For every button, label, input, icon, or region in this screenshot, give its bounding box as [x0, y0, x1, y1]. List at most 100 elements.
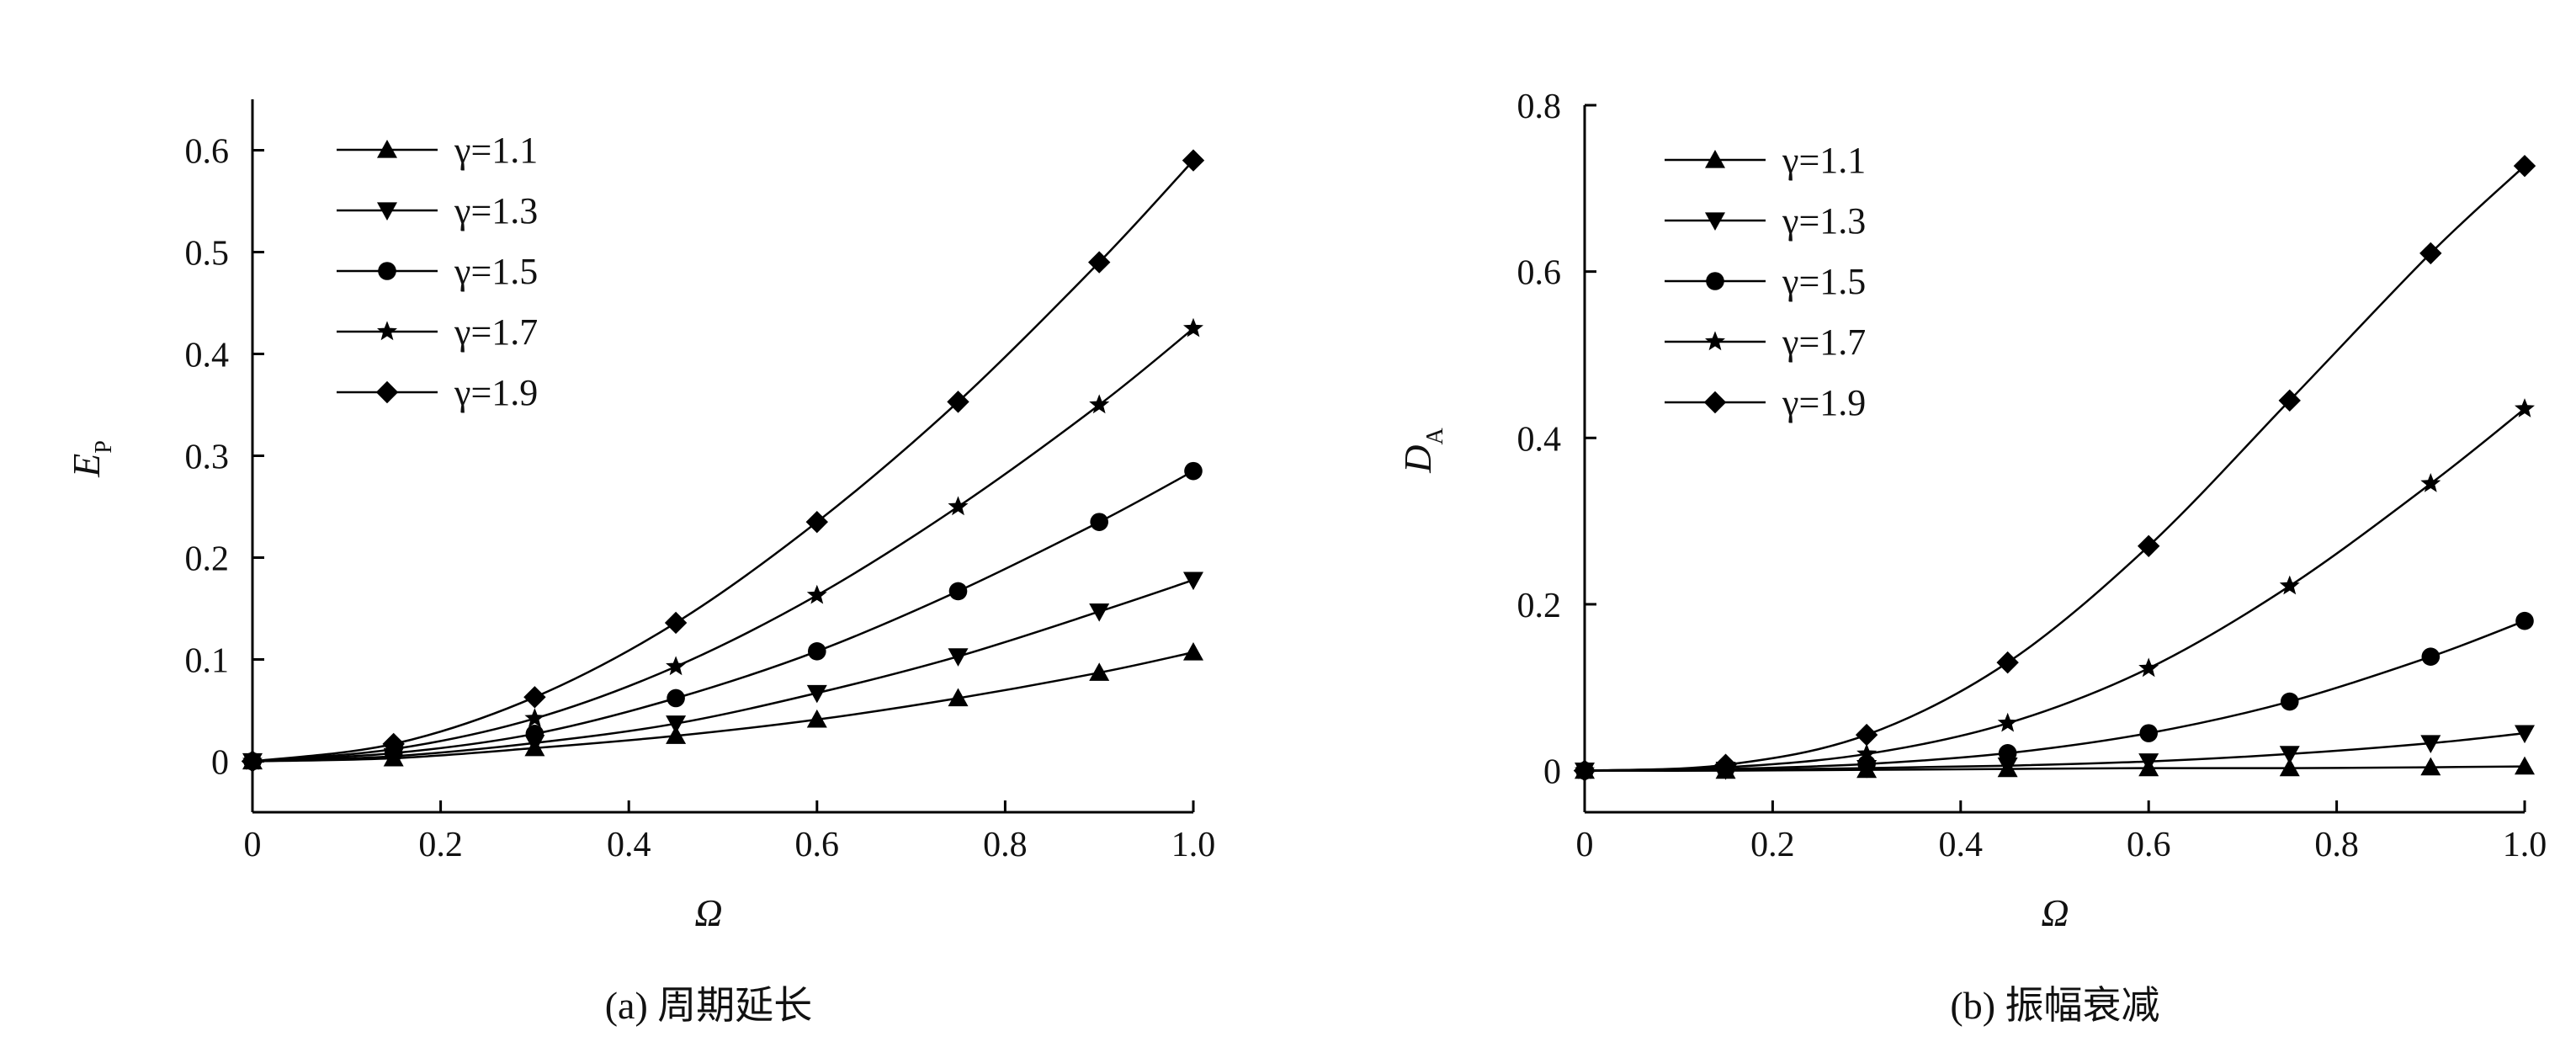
chart-b-series-3	[1575, 611, 2534, 780]
chart-a-data-point	[808, 642, 826, 661]
chart-b-series-line	[1584, 165, 2526, 772]
chart-a-x-tick-label: 0.6	[795, 826, 840, 864]
chart-a-legend-entry: γ=1.9	[337, 372, 538, 413]
chart-b-data-point	[2515, 725, 2535, 744]
chart-a-legend-marker	[378, 262, 396, 280]
chart-a-legend-marker	[377, 321, 397, 341]
chart-a-y-tick-label: 0.5	[185, 235, 230, 274]
chart-a-data-point	[666, 726, 687, 744]
chart-b-legend-entry: γ=1.9	[1665, 382, 1866, 423]
chart-b-data-point	[1855, 723, 1878, 747]
chart-a-x-tick-label: 0.4	[607, 826, 651, 864]
chart-a-series-5	[241, 149, 1205, 773]
chart-a-data-point	[1089, 603, 1110, 622]
chart-b-x-tick-label: 0.8	[2314, 826, 2359, 864]
chart-b-data-point	[1997, 712, 2018, 732]
chart-a-y-axis-label: EP	[65, 440, 117, 478]
chart-a-legend-label: γ=1.7	[454, 311, 538, 353]
chart-a-data-point	[1182, 149, 1205, 172]
chart-a-data-point	[667, 688, 685, 708]
chart-b-legend-label: γ=1.9	[1782, 382, 1866, 423]
chart-b-data-point	[2280, 692, 2299, 711]
chart-a-data-point	[1088, 251, 1111, 274]
chart-b-x-tick-label: 1.0	[2503, 826, 2547, 864]
chart-a-series-line	[252, 578, 1194, 763]
chart-b-data-point	[1998, 744, 2017, 763]
chart-a-data-point	[382, 732, 405, 756]
chart-b-legend-entry: γ=1.5	[1665, 261, 1866, 302]
chart-a-data-point	[806, 584, 827, 604]
chart-a-data-point	[241, 750, 264, 773]
chart-a-x-tick-label: 0	[244, 826, 262, 864]
chart-a-data-point	[666, 715, 687, 734]
chart-b-y-tick-label: 0	[1543, 753, 1561, 792]
chart-a-legend-marker	[375, 380, 399, 404]
chart-a-data-point	[664, 611, 688, 635]
chart-b-data-point	[1573, 759, 1596, 782]
chart-a-y-axis-label-sub: P	[91, 440, 117, 454]
chart-b-data-point	[2513, 154, 2536, 178]
chart-a-legend-entry: γ=1.7	[337, 311, 538, 353]
chart-b-y-axis-label: DA	[1396, 428, 1448, 474]
chart-b-series	[1573, 154, 2536, 782]
chart-a-y-axis-label-main: E	[65, 454, 108, 478]
chart-b-data-point	[2139, 724, 2158, 742]
chart-b-x-tick-label: 0.6	[2127, 826, 2171, 864]
chart-a-y-tick-label: 0.1	[185, 642, 230, 681]
chart-b-axes: 0 0.2 0.4 0.6 0.8 1.0 0 0.2 0.4 0.6 0.8	[1517, 88, 2547, 864]
chart-a-legend-entry: γ=1.5	[337, 251, 538, 292]
chart-a-data-point	[666, 656, 687, 676]
chart-a-x-tick-label: 0.8	[983, 826, 1028, 864]
chart-a-x-axis-label: Ω	[694, 891, 722, 934]
chart-a-data-point	[525, 725, 544, 743]
chart-a-series	[241, 149, 1205, 773]
chart-a-data-point	[805, 510, 828, 534]
chart-a-data-point	[806, 709, 827, 728]
chart-b-legend-label: γ=1.5	[1782, 261, 1866, 302]
chart-a-legend-entry: γ=1.3	[337, 190, 538, 231]
chart-b-data-point	[2420, 473, 2441, 492]
chart-a-data-point	[948, 582, 968, 601]
chart-b-y-axis-label-main: D	[1396, 445, 1439, 474]
chart-a-y-tick-label: 0.2	[185, 540, 230, 579]
chart-a-legend-label: γ=1.5	[454, 251, 538, 292]
chart-a-series-line	[252, 470, 1194, 763]
chart-a-legend: γ=1.1 γ=1.3 γ=1.5 γ=1.7 γ=1.9	[337, 130, 538, 413]
chart-b-data-point	[2515, 756, 2535, 775]
chart-b-y-axis-label-sub: A	[1422, 428, 1448, 445]
chart-a-data-point	[948, 496, 969, 516]
chart-a-legend-label: γ=1.1	[454, 130, 538, 171]
chart-b-y-tick-label: 0.6	[1517, 254, 1562, 293]
chart-a-data-point	[524, 708, 545, 727]
chart-b-data-point	[2279, 746, 2300, 764]
chart-a-series-line	[252, 159, 1194, 763]
chart-b-legend-label: γ=1.1	[1782, 140, 1866, 181]
chart-b-data-point	[2420, 757, 2441, 776]
chart-amplitude-decay: 0 0.2 0.4 0.6 0.8 1.0 0 0.2 0.4 0.6 0.8 γ=1.1 γ=1.3…	[1396, 88, 2547, 1027]
chart-a-legend-marker	[377, 140, 397, 158]
chart-a-legend-label: γ=1.9	[454, 372, 538, 413]
chart-b-legend-marker	[1705, 212, 1725, 231]
chart-b-data-point	[2420, 735, 2441, 753]
chart-a-data-point	[1090, 513, 1108, 531]
chart-b-data-point	[2515, 611, 2534, 630]
chart-b-data-point	[2278, 389, 2301, 412]
chart-b-data-point	[2515, 398, 2535, 417]
chart-a-data-point	[1183, 317, 1203, 338]
chart-b-data-point	[1856, 743, 1878, 763]
chart-b-x-tick-label: 0	[1576, 826, 1594, 864]
chart-a-data-point	[1183, 572, 1203, 591]
chart-a-axes: 0 0.2 0.4 0.6 0.8 1.0 0 0.1 0.2 0.3 0.4 0.5 0.6	[185, 99, 1215, 864]
chart-a-data-point	[948, 688, 969, 707]
chart-a-y-tick-label: 0	[211, 744, 229, 783]
chart-a-caption: (a) 周期延长	[605, 984, 813, 1027]
chart-a-data-point	[948, 648, 969, 667]
chart-b-y-tick-label: 0.8	[1517, 88, 1562, 126]
chart-b-legend-entry: γ=1.3	[1665, 200, 1866, 242]
chart-b-data-point	[2138, 753, 2159, 772]
chart-b-caption: (b) 振幅衰减	[1950, 984, 2159, 1027]
chart-b-x-tick-label: 0.2	[1750, 826, 1795, 864]
chart-a-legend-marker	[377, 202, 397, 221]
chart-a-data-point	[1183, 642, 1203, 661]
